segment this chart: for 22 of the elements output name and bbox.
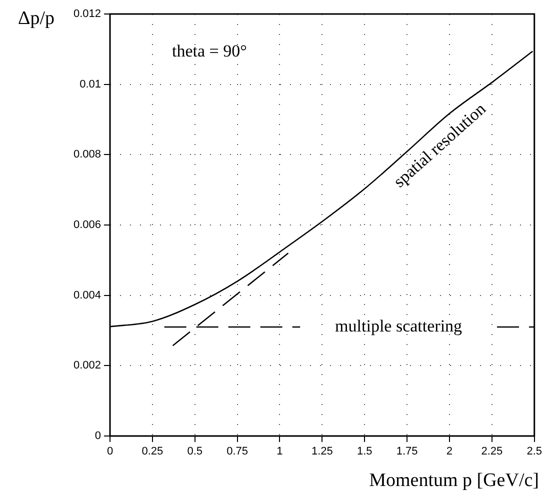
y-tick-label: 0.002 — [73, 360, 101, 372]
x-tick-label: 1.75 — [396, 446, 418, 458]
y-tick-label: 0.008 — [73, 148, 101, 161]
x-tick-label: 2.25 — [481, 446, 503, 458]
y-tick-label: 0.006 — [73, 219, 101, 232]
x-tick-label: 0.25 — [142, 446, 164, 458]
x-axis-title: Momentum p [GeV/c] — [369, 470, 539, 492]
y-tick-label: 0.01 — [80, 78, 101, 90]
x-tick-label: 1 — [276, 446, 283, 458]
x-tick-label: 1.5 — [356, 446, 372, 458]
x-tick-label: 2 — [446, 446, 453, 458]
text: multiple scattering — [335, 316, 463, 336]
annotation: theta = 90° — [172, 41, 247, 60]
y-axis-title: Δp/p — [18, 8, 54, 30]
y-tick-label: 0.004 — [73, 289, 101, 302]
y-tick-label: 0.012 — [73, 8, 101, 20]
x-tick-label: 0 — [106, 446, 114, 458]
x-tick-label: 1.25 — [311, 446, 333, 458]
x-tick-label: 2.5 — [526, 446, 542, 458]
x-tick-label: 0.5 — [187, 446, 203, 458]
x-tick-label: 0.75 — [226, 446, 248, 458]
y-tick-label: 0 — [94, 430, 101, 442]
